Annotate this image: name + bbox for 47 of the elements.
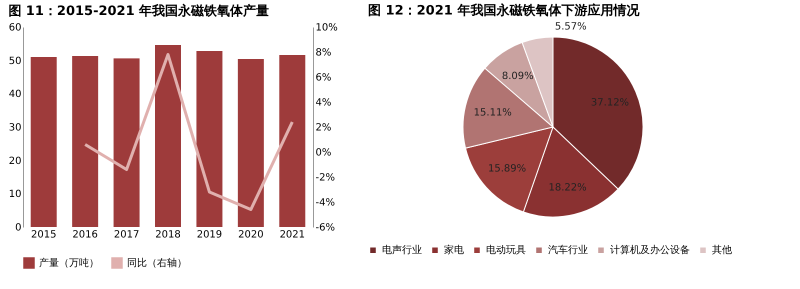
legend-label: 计算机及办公设备 [610, 244, 690, 256]
legend-label: 电动玩具 [486, 244, 526, 256]
data-label: 5.57% [554, 22, 587, 33]
chart-title: 图 12：2021 年我国永磁铁氧体下游应用情况 [368, 2, 640, 19]
x-tick-label: 2018 [155, 230, 181, 240]
bar [72, 56, 98, 227]
legend-label: 电声行业 [382, 244, 422, 256]
x-tick-label: 2016 [72, 230, 98, 240]
legend-label: 汽车行业 [548, 244, 588, 256]
data-label: 15.11% [474, 107, 512, 118]
x-tick-label: 2015 [30, 230, 56, 240]
chart-title: 图 11：2015-2021 年我国永磁铁氧体产量 [8, 3, 270, 19]
x-tick-label: 2020 [238, 230, 264, 240]
data-label: 8.09% [502, 70, 534, 82]
bar [30, 57, 57, 227]
line-series [84, 53, 294, 211]
legend-label: 产量（万吨） [39, 257, 99, 269]
y-tick-label: 40 [8, 89, 22, 100]
bar [238, 59, 264, 227]
y2-tick-label: 0% [316, 148, 332, 158]
legend-label: 家电 [444, 244, 464, 256]
y2-tick-label: -2% [316, 172, 335, 184]
y-tick-label: 0 [15, 222, 22, 234]
bar [196, 51, 222, 227]
y2-tick-label: 10% [316, 22, 338, 34]
legend-label: 同比（右轴） [127, 257, 187, 269]
y2-tick-label: 8% [316, 48, 332, 58]
y-tick-label: 10 [8, 189, 22, 200]
y-tick-label: 20 [8, 156, 22, 167]
y2-tick-label: -6% [316, 222, 335, 234]
bar [114, 58, 140, 227]
bar [279, 55, 306, 227]
x-tick-label: 2017 [114, 230, 140, 240]
data-label: 15.89% [488, 164, 526, 175]
data-label: 18.22% [548, 182, 587, 194]
legend-label: 其他 [712, 244, 732, 256]
y-tick-label: 30 [8, 122, 22, 134]
y-tick-label: 50 [8, 56, 22, 67]
data-label: 37.12% [590, 98, 630, 109]
x-tick-label: 2021 [280, 230, 306, 240]
bar [155, 45, 181, 227]
y2-tick-label: 4% [316, 98, 332, 108]
y2-tick-label: 6% [316, 72, 332, 84]
y2-tick-label: -4% [316, 198, 335, 208]
y2-tick-label: 2% [316, 122, 332, 134]
x-tick-label: 2019 [196, 230, 222, 240]
y-tick-label: 60 [8, 22, 22, 34]
